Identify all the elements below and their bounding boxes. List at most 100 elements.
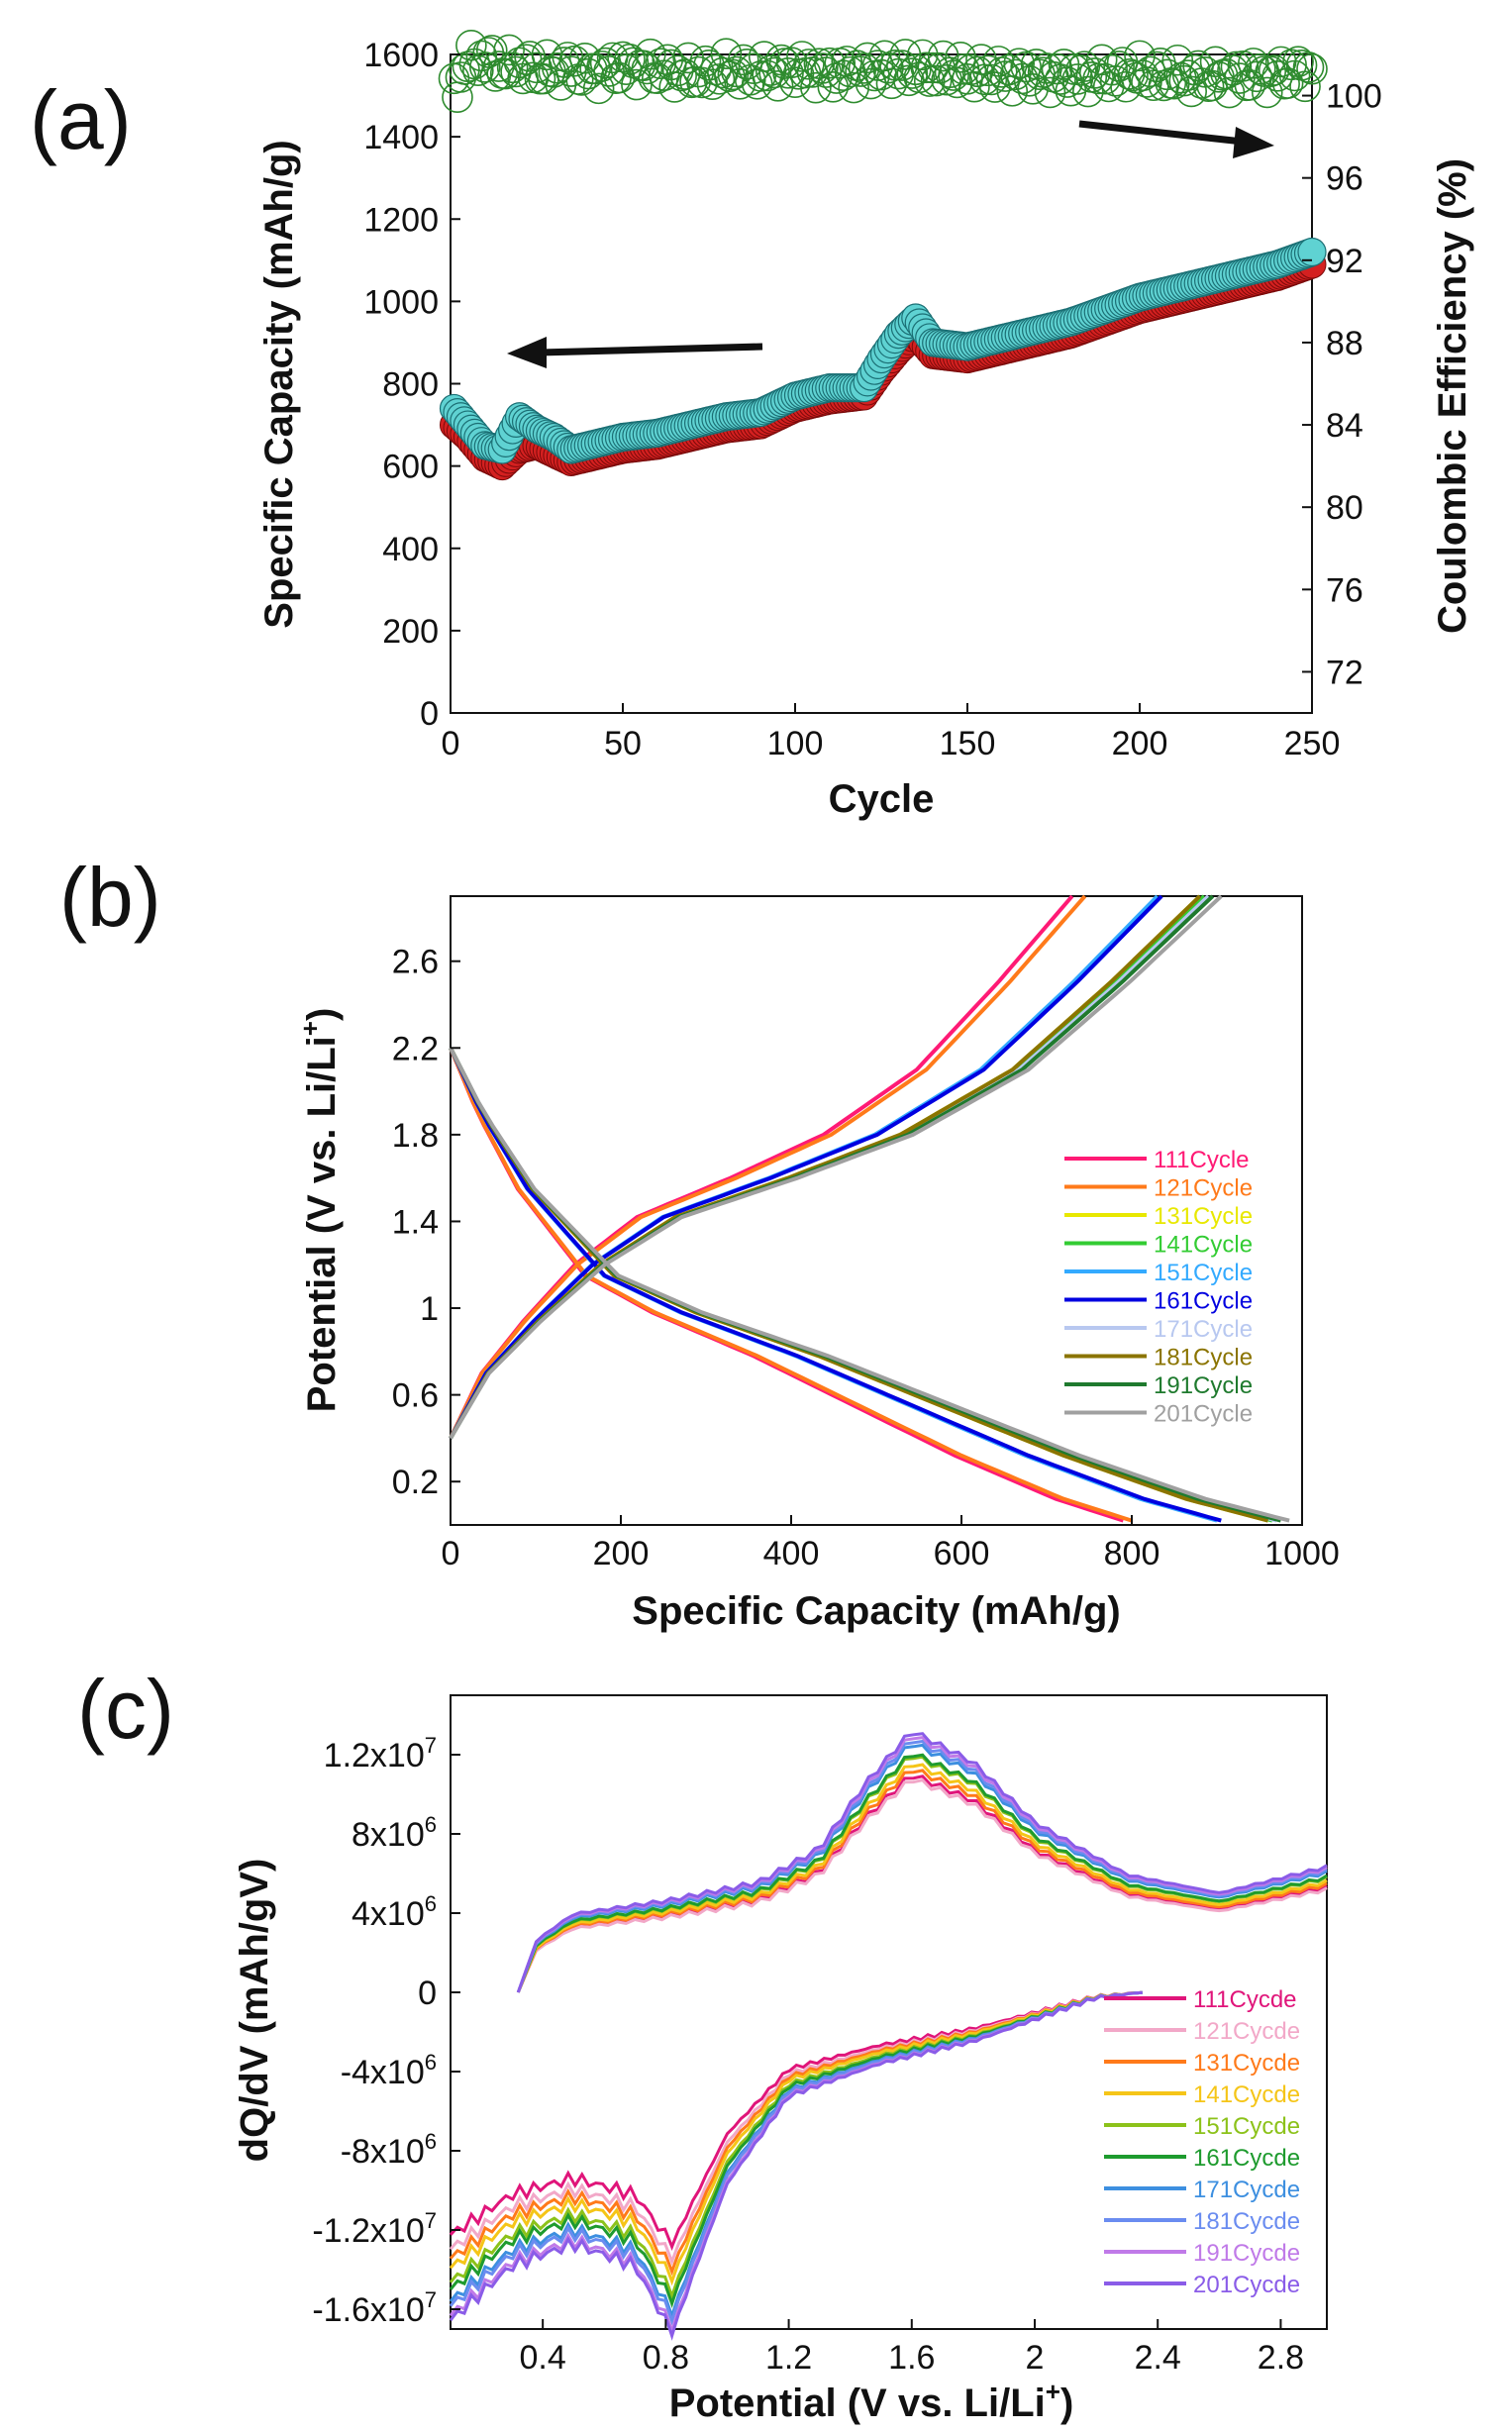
dqdv-charge-curve: [516, 1743, 1328, 1993]
panel-b-ytick-label: 1.8: [392, 1117, 439, 1155]
legend-label: 131Cycle: [1154, 1203, 1253, 1230]
ce-point: [579, 52, 611, 85]
ce-point: [748, 41, 780, 72]
panel-a-xtick-label: 100: [767, 725, 824, 762]
ce-point: [813, 47, 846, 79]
legend-label: 141Cycde: [1193, 2081, 1300, 2108]
legend-label: 191Cycde: [1193, 2240, 1300, 2267]
discharge-curve: [449, 1047, 1125, 1523]
panel-b-xtick-label: 200: [593, 1535, 650, 1572]
ce-point: [1238, 48, 1269, 79]
ce-point: [1078, 57, 1111, 89]
panel-c-label: (c): [77, 1663, 174, 1756]
panel-c-xlabel: Potential (V vs. Li/Li+): [669, 2377, 1074, 2425]
panel-a-ytick-label: 800: [382, 366, 439, 404]
panel-c-ytick-label: 4x106: [352, 1891, 437, 1933]
dqdv-charge-curve: [516, 1778, 1328, 1993]
ce-point: [1068, 51, 1101, 82]
legend-label: 191Cycle: [1154, 1372, 1253, 1399]
dqdv-charge-curve: [516, 1774, 1328, 1993]
ce-point: [872, 51, 904, 84]
ce-point: [631, 52, 663, 85]
legend-label: 201Cycde: [1193, 2272, 1300, 2298]
dqdv-curves: [449, 1732, 1328, 2341]
ce-point: [913, 65, 946, 97]
dqdv-discharge-curve: [449, 1990, 1143, 2336]
panel-a: (a) 0 50 100 150 200 250 0 200 400 600 800 1000 120…: [30, 29, 1474, 821]
panel-c-ytick-label: 0: [418, 1975, 437, 2012]
ce-point: [938, 59, 969, 91]
ce-point: [1264, 46, 1297, 78]
ce-point: [845, 55, 876, 87]
panel-b-ytick-label: 1.4: [392, 1203, 439, 1241]
ce-point: [614, 44, 646, 75]
ce-point: [793, 49, 825, 80]
panel-a-ytick-label: 200: [382, 613, 439, 651]
ce-point: [1161, 44, 1194, 76]
right-axis-arrow: [1078, 120, 1274, 158]
ce-point: [1096, 53, 1128, 86]
panel-a-ytick-label: 0: [420, 695, 439, 733]
dqdv-discharge-curve: [449, 1990, 1143, 2277]
panel-c-xtick-label: 0.8: [643, 2339, 689, 2377]
dqdv-discharge-curve: [449, 1990, 1143, 2341]
panel-b-frame: [450, 895, 1303, 1526]
panel-b-xtick-label: 800: [1104, 1535, 1160, 1572]
ce-point: [641, 62, 673, 94]
ce-point: [696, 68, 729, 100]
panel-a-ytick-label: 1600: [363, 37, 439, 74]
discharge-curve: [449, 1047, 1290, 1523]
ce-point: [1251, 76, 1283, 109]
panel-a-y2label: Coulombic Efficiency (%): [1431, 158, 1474, 634]
charge-curve: [449, 894, 1087, 1440]
panel-b-xtick-label: 1000: [1264, 1535, 1340, 1572]
ce-point: [1117, 59, 1149, 92]
panel-a-ytick-label: 600: [382, 449, 439, 486]
ce-point: [800, 71, 832, 104]
panel-b-xtick-label: 400: [763, 1535, 820, 1572]
legend-label: 111Cycde: [1193, 1986, 1297, 2013]
ce-point: [934, 56, 966, 89]
ce-point: [761, 70, 794, 102]
panel-c-xtick-label: 1.6: [888, 2339, 935, 2377]
left-axis-arrow: [507, 337, 763, 368]
panel-c-xtick-label: 0.4: [520, 2339, 566, 2377]
ce-point: [1255, 55, 1287, 88]
panel-a-ytick-label: 1200: [363, 201, 439, 239]
legend-label: 201Cycle: [1154, 1401, 1253, 1428]
panel-a-label: (a): [30, 73, 132, 166]
ce-point: [1289, 70, 1321, 103]
panel-c-frame: [450, 1694, 1328, 2330]
charge-point: [1297, 237, 1327, 267]
discharge-curve: [449, 1047, 1133, 1523]
ce-point: [1089, 62, 1121, 95]
dqdv-charge-curve: [516, 1763, 1328, 1993]
discharge-curve: [449, 1047, 1222, 1523]
ce-point: [442, 81, 473, 113]
panel-c-xtick-label: 2.8: [1258, 2339, 1304, 2377]
ce-point: [917, 51, 950, 84]
ce-point: [710, 38, 743, 70]
panel-a-ytick-label: 400: [382, 531, 439, 568]
ce-point: [438, 62, 470, 95]
ce-point: [882, 57, 915, 90]
ce-point: [1282, 46, 1314, 78]
panel-a-ylabel: Specific Capacity (mAh/g): [257, 140, 301, 628]
ce-point: [703, 63, 736, 95]
ce-point: [558, 45, 591, 77]
ce-point: [727, 44, 759, 76]
legend-label: 151Cycde: [1193, 2113, 1300, 2140]
ce-point: [1099, 64, 1132, 97]
ce-point: [1292, 51, 1325, 83]
dqdv-charge-curve: [516, 1732, 1328, 1993]
dqdv-charge-curve: [516, 1769, 1328, 1993]
panel-a-y2tick-label: 76: [1326, 571, 1363, 609]
ce-point: [514, 41, 546, 72]
ce-point: [682, 55, 715, 88]
charge-curve: [449, 894, 1223, 1440]
panel-a-y2tick-label: 88: [1326, 325, 1363, 362]
dqdv-charge-curve: [516, 1753, 1328, 1993]
panel-c-ytick-label: 1.2x107: [324, 1733, 437, 1774]
ce-point: [1034, 76, 1066, 109]
